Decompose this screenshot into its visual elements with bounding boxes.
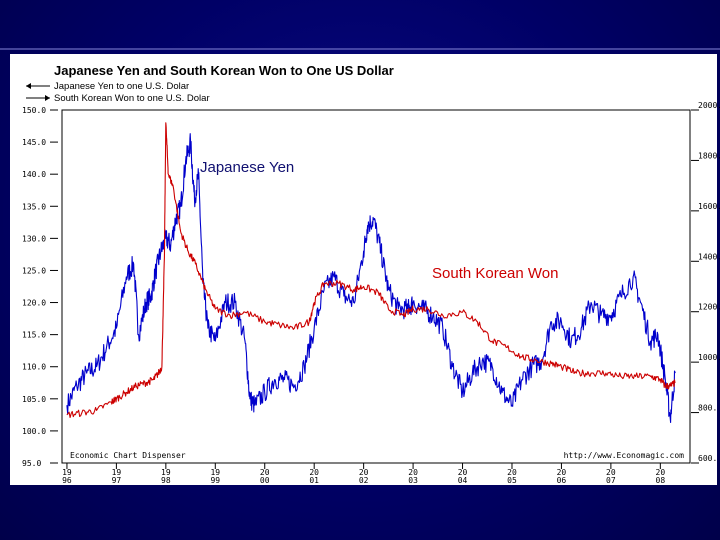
slide-divider: [0, 48, 720, 50]
left-tick-label: 120.0: [22, 299, 46, 308]
right-axis: 2000. 1800. 1600. 1400. 1200. 1000. 800. 600.: [691, 101, 720, 464]
right-tick-label: 2000.: [698, 101, 720, 110]
x-tick-label-top: 20: [458, 468, 468, 477]
source-left: Economic Chart Dispenser: [70, 451, 186, 460]
right-tick-label: 1000.: [698, 353, 720, 362]
legend-won-label: South Korean Won to one U.S. Dolar: [54, 93, 210, 104]
x-tick-label-bottom: 00: [260, 476, 270, 485]
x-tick-label-top: 20: [260, 468, 270, 477]
x-tick-label-bottom: 97: [112, 476, 122, 485]
x-tick-label-top: 19: [112, 468, 122, 477]
left-tick-label: 145.0: [22, 138, 46, 147]
right-tick-label: 800.: [698, 404, 717, 413]
x-tick-label-bottom: 06: [557, 476, 567, 485]
won-annotation: South Korean Won: [432, 265, 558, 282]
left-tick-label: 100.0: [22, 427, 46, 436]
x-tick-label-top: 20: [309, 468, 319, 477]
x-tick-label-bottom: 99: [210, 476, 220, 485]
x-tick-label-top: 20: [408, 468, 418, 477]
left-tick-label: 150.0: [22, 106, 46, 115]
right-tick-label: 600.: [698, 454, 717, 463]
legend-yen-label: Japanese Yen to one U.S. Dolar: [54, 81, 189, 92]
x-tick-label-top: 19: [62, 468, 72, 477]
legend-yen-arrowhead-icon: [26, 83, 31, 89]
x-tick-label-bottom: 01: [309, 476, 319, 485]
left-axis: 150.0 145.0 140.0 135.0 130.0 125.0 120.0 115.0…: [22, 106, 58, 468]
x-tick-label-bottom: 04: [458, 476, 468, 485]
x-tick-label-top: 20: [656, 468, 666, 477]
right-tick-label: 1200.: [698, 303, 720, 312]
series-layer: [66, 122, 676, 424]
plot-area: [61, 109, 691, 464]
left-tick-label: 95.0: [22, 459, 41, 468]
x-tick-label-bottom: 03: [408, 476, 418, 485]
right-tick-label: 1400.: [698, 252, 720, 261]
x-tick-label-bottom: 98: [161, 476, 171, 485]
left-tick-label: 105.0: [22, 395, 46, 404]
left-tick-label: 135.0: [22, 202, 46, 211]
x-tick-label-top: 20: [557, 468, 567, 477]
x-tick-label-bottom: 02: [359, 476, 369, 485]
right-tick-label: 1600.: [698, 202, 720, 211]
left-tick-label: 115.0: [22, 331, 46, 340]
x-tick-label-top: 19: [161, 468, 171, 477]
chart-title: Japanese Yen and South Korean Won to One…: [54, 63, 394, 78]
left-tick-label: 130.0: [22, 234, 46, 243]
right-tick-label: 1800.: [698, 151, 720, 160]
left-tick-label: 140.0: [22, 170, 46, 179]
x-axis: 1996199719981999200020012002200320042005…: [62, 463, 665, 485]
x-tick-label-top: 20: [507, 468, 517, 477]
x-tick-label-top: 20: [359, 468, 369, 477]
x-tick-label-top: 19: [210, 468, 220, 477]
series-line-won: [66, 122, 676, 419]
x-tick-label-top: 20: [606, 468, 616, 477]
x-tick-label-bottom: 96: [62, 476, 72, 485]
left-tick-label: 110.0: [22, 363, 46, 372]
left-tick-label: 125.0: [22, 266, 46, 275]
legend: Japanese Yen to one U.S. Dolar South Kor…: [26, 81, 210, 104]
source-right: http://www.Economagic.com: [564, 451, 685, 460]
yen-annotation: Japanese Yen: [200, 159, 294, 176]
legend-won-arrowhead-icon: [45, 95, 50, 101]
x-tick-label-bottom: 05: [507, 476, 517, 485]
series-line-yen: [66, 133, 676, 424]
x-tick-label-bottom: 08: [656, 476, 666, 485]
x-tick-label-bottom: 07: [606, 476, 616, 485]
